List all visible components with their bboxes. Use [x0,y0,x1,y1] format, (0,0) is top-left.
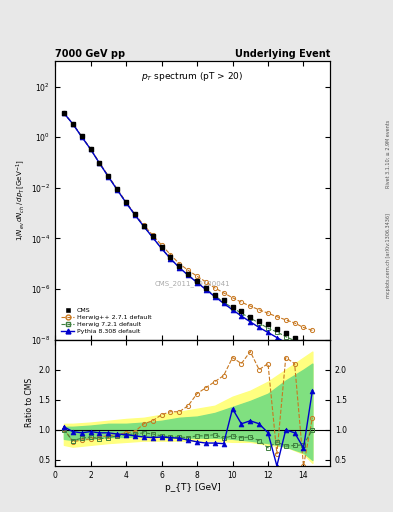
Y-axis label: Ratio to CMS: Ratio to CMS [25,378,34,428]
Legend: CMS, Herwig++ 2.7.1 default, Herwig 7.2.1 default, Pythia 8.308 default: CMS, Herwig++ 2.7.1 default, Herwig 7.2.… [58,305,154,336]
Text: $p_T$ spectrum (pT > 20): $p_T$ spectrum (pT > 20) [141,70,244,83]
Y-axis label: $1/N_{ev}\,dN_{ch}\,/\,dp_{T}\,[\mathrm{GeV}^{-1}]$: $1/N_{ev}\,dN_{ch}\,/\,dp_{T}\,[\mathrm{… [14,160,27,241]
Text: Underlying Event: Underlying Event [235,49,330,59]
Text: CMS_2011_S9120041: CMS_2011_S9120041 [155,281,230,287]
Text: 7000 GeV pp: 7000 GeV pp [55,49,125,59]
Text: Rivet 3.1.10; ≥ 2.9M events: Rivet 3.1.10; ≥ 2.9M events [386,119,391,188]
X-axis label: p_{T} [GeV]: p_{T} [GeV] [165,482,220,492]
Text: mcplots.cern.ch [arXiv:1306.3436]: mcplots.cern.ch [arXiv:1306.3436] [386,214,391,298]
